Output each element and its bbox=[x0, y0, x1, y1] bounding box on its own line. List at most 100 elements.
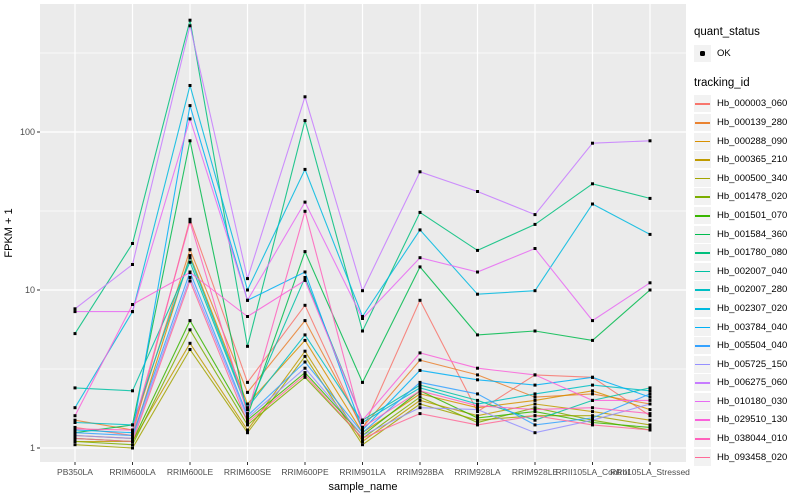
data-point bbox=[131, 242, 134, 245]
data-point bbox=[73, 440, 77, 443]
legend-key bbox=[694, 169, 711, 187]
legend-item-Hb_000003_060: Hb_000003_060 bbox=[694, 95, 800, 114]
data-point bbox=[188, 84, 192, 87]
legend-item-Hb_093458_020: Hb_093458_020 bbox=[694, 448, 800, 467]
legend: quant_status OK tracking_id Hb_000003_06… bbox=[694, 26, 800, 480]
data-point bbox=[591, 182, 594, 186]
data-point bbox=[476, 366, 479, 370]
data-point bbox=[361, 443, 364, 447]
data-point bbox=[476, 292, 479, 296]
data-point bbox=[476, 392, 479, 396]
x-tick-label: RRIM928LA bbox=[454, 467, 501, 477]
data-point bbox=[476, 378, 479, 382]
data-point bbox=[188, 260, 192, 264]
data-point bbox=[303, 354, 307, 358]
legend-item-label: Hb_006275_060 bbox=[717, 377, 788, 389]
data-point bbox=[188, 24, 192, 28]
data-point bbox=[648, 418, 652, 422]
legend-key bbox=[694, 225, 711, 243]
data-point bbox=[648, 425, 652, 429]
data-point bbox=[361, 436, 364, 440]
legend-item-Hb_002007_040: Hb_002007_040 bbox=[694, 262, 800, 281]
legend-key bbox=[694, 392, 711, 410]
data-point bbox=[131, 263, 134, 266]
legend-item-Hb_001584_360: Hb_001584_360 bbox=[694, 225, 800, 244]
data-point bbox=[533, 247, 537, 250]
legend-item-Hb_038044_010: Hb_038044_010 bbox=[694, 429, 800, 448]
data-point bbox=[476, 248, 479, 252]
data-point bbox=[591, 414, 594, 418]
legend-item-Hb_029510_130: Hb_029510_130 bbox=[694, 411, 800, 430]
data-point bbox=[246, 423, 249, 427]
data-point bbox=[246, 428, 249, 432]
data-point bbox=[591, 418, 594, 422]
data-point bbox=[246, 414, 249, 418]
data-point bbox=[418, 389, 422, 393]
data-point bbox=[303, 303, 307, 307]
x-tick-label: RRIM901LA bbox=[339, 467, 386, 477]
data-point bbox=[303, 209, 307, 213]
data-point bbox=[418, 402, 422, 406]
data-point bbox=[648, 402, 652, 406]
data-point bbox=[418, 265, 422, 269]
data-point bbox=[246, 288, 249, 292]
legend-item-label: Hb_038044_010 bbox=[717, 433, 788, 445]
data-point bbox=[131, 431, 134, 435]
data-point bbox=[361, 315, 364, 318]
data-point bbox=[303, 200, 307, 204]
data-point bbox=[131, 440, 134, 443]
x-tick-label: RRII105LA_Stressed bbox=[610, 467, 690, 477]
legend-item-label: Hb_029510_130 bbox=[717, 414, 788, 426]
legend-key bbox=[694, 281, 711, 299]
legend-item-label: Hb_005725_150 bbox=[717, 358, 788, 370]
data-point bbox=[591, 383, 594, 387]
data-point bbox=[131, 423, 134, 427]
line-glyph-icon bbox=[695, 214, 710, 217]
data-point bbox=[418, 256, 422, 260]
data-point bbox=[73, 431, 77, 435]
legend-item-Hb_001478_020: Hb_001478_020 bbox=[694, 188, 800, 207]
legend-item-label: Hb_000365_210 bbox=[717, 154, 788, 166]
tracking-id-legend: tracking_id Hb_000003_060 Hb_000139_280 Hb… bbox=[694, 77, 800, 467]
legend-item-label: Hb_000500_340 bbox=[717, 172, 788, 184]
y-tick-label: 100 bbox=[20, 127, 35, 137]
data-point bbox=[476, 190, 479, 193]
data-point bbox=[533, 423, 537, 427]
line-glyph-icon bbox=[695, 400, 710, 403]
data-point bbox=[476, 421, 479, 424]
data-point bbox=[246, 390, 249, 394]
data-point bbox=[303, 366, 307, 370]
legend-key bbox=[694, 44, 711, 62]
data-point bbox=[303, 373, 307, 377]
x-tick-label: PB350LA bbox=[57, 467, 93, 477]
data-point bbox=[533, 418, 537, 422]
data-point bbox=[418, 298, 422, 302]
data-point bbox=[188, 104, 192, 108]
data-point bbox=[246, 418, 249, 422]
data-point bbox=[246, 315, 249, 318]
data-point bbox=[73, 386, 77, 390]
legend-item-label: Hb_001584_360 bbox=[717, 228, 788, 240]
data-point bbox=[533, 431, 537, 435]
legend-item-label: Hb_000003_060 bbox=[717, 98, 788, 110]
legend-key bbox=[694, 337, 711, 355]
data-point bbox=[246, 277, 249, 281]
data-point bbox=[246, 416, 249, 420]
legend-item-label: Hb_001780_080 bbox=[717, 247, 788, 259]
legend-item-label: Hb_001501_070 bbox=[717, 209, 788, 221]
data-point bbox=[648, 288, 652, 292]
legend-key bbox=[694, 262, 711, 280]
data-point bbox=[648, 423, 652, 427]
data-point bbox=[533, 213, 537, 217]
data-point bbox=[648, 412, 652, 416]
data-point bbox=[246, 431, 249, 435]
line-glyph-icon bbox=[695, 196, 710, 198]
data-point bbox=[73, 418, 77, 422]
data-point bbox=[418, 170, 422, 174]
legend-item-Hb_001780_080: Hb_001780_080 bbox=[694, 243, 800, 262]
x-tick-label: RRIM600LE bbox=[167, 467, 214, 477]
data-point bbox=[361, 380, 364, 384]
legend-key bbox=[694, 374, 711, 392]
data-point bbox=[131, 443, 134, 447]
